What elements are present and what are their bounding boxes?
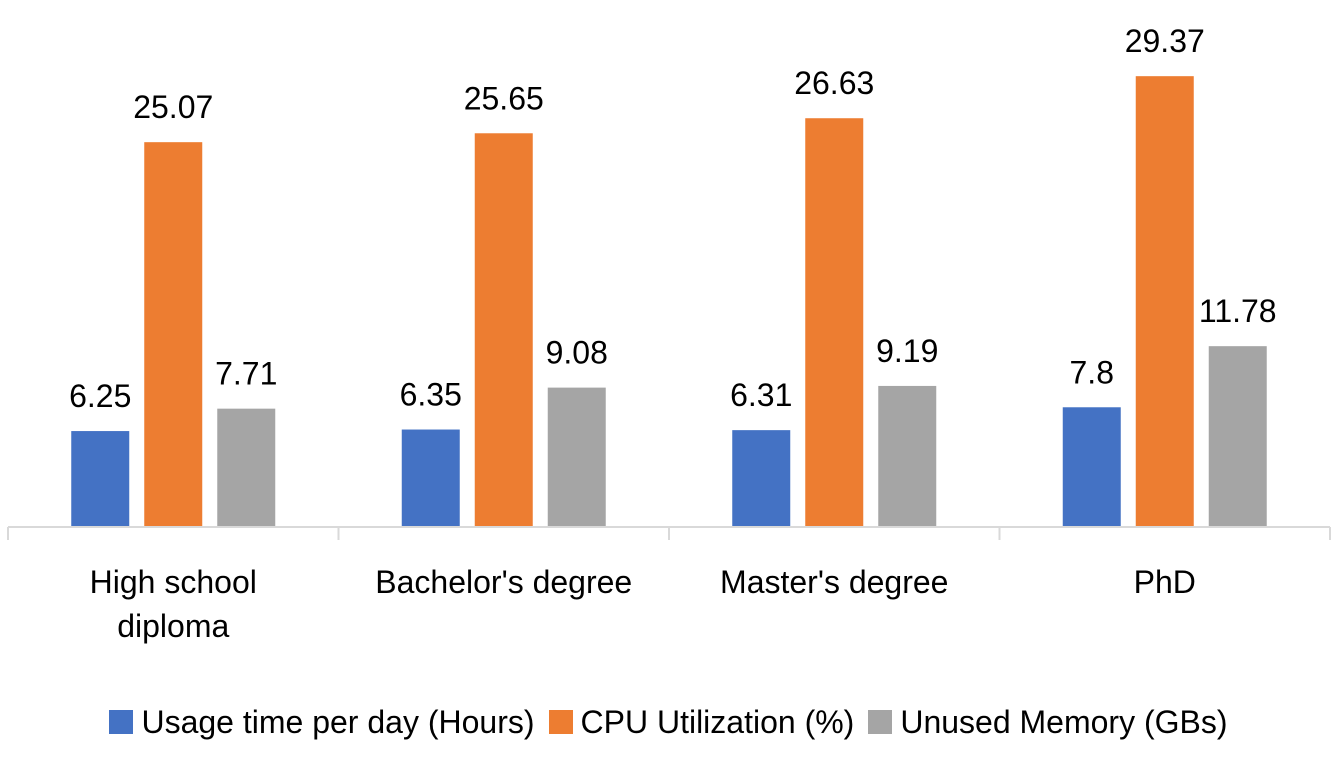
data-label: 25.07 xyxy=(133,89,213,125)
category-label: Master's degree xyxy=(720,564,948,600)
data-label: 26.63 xyxy=(794,65,874,101)
data-label: 9.19 xyxy=(876,333,938,369)
data-label: 25.65 xyxy=(464,80,544,116)
data-label: 6.31 xyxy=(730,377,792,413)
bar xyxy=(144,142,203,527)
bar xyxy=(805,118,864,528)
data-label: 11.78 xyxy=(1199,293,1277,329)
legend: Usage time per day (Hours) CPU Utilizati… xyxy=(0,692,1337,752)
bar xyxy=(1208,346,1267,527)
value-labels-layer: 6.25 25.07 7.71 6.35 25.65 9.08 6.31 26.63 9.19 7… xyxy=(69,23,1276,414)
data-label: 9.08 xyxy=(546,335,608,371)
legend-item-cpu-utilization: CPU Utilization (%) xyxy=(548,703,855,741)
category-label: Bachelor's degree xyxy=(375,564,632,600)
bar xyxy=(732,430,791,527)
category-label: diploma xyxy=(117,608,229,644)
data-label: 29.37 xyxy=(1125,23,1205,59)
category-labels-layer: High school diploma Bachelor's degree Maste… xyxy=(90,564,1196,644)
x-axis xyxy=(7,526,1331,540)
bar xyxy=(878,385,937,527)
bar xyxy=(474,133,533,527)
data-label: 6.35 xyxy=(400,377,462,413)
bar xyxy=(217,408,276,527)
legend-label: Unused Memory (GBs) xyxy=(900,703,1228,740)
bars-layer xyxy=(71,76,1267,528)
data-label: 7.8 xyxy=(1070,354,1114,390)
legend-label: Usage time per day (Hours) xyxy=(141,703,535,740)
data-label: 6.25 xyxy=(69,378,131,414)
bar xyxy=(1062,407,1121,527)
legend-item-usage-time: Usage time per day (Hours) xyxy=(109,703,535,741)
legend-swatch xyxy=(548,710,573,734)
bar xyxy=(401,429,460,527)
legend-item-unused-memory: Unused Memory (GBs) xyxy=(868,703,1228,741)
category-label: PhD xyxy=(1134,564,1196,600)
bar xyxy=(71,431,130,527)
legend-label: CPU Utilization (%) xyxy=(580,703,855,740)
legend-swatch xyxy=(868,710,893,734)
data-label: 7.71 xyxy=(215,356,277,392)
legend-swatch xyxy=(109,710,134,734)
bar xyxy=(547,387,606,527)
bar xyxy=(1135,76,1194,527)
category-label: High school xyxy=(90,564,257,600)
